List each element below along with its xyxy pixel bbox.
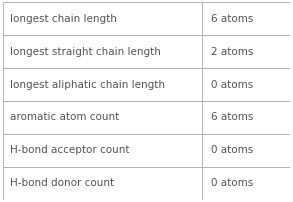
Text: 2 atoms: 2 atoms [211,46,253,57]
Text: 6 atoms: 6 atoms [211,14,253,23]
Bar [3,101,290,134]
Bar [3,35,290,68]
Text: 0 atoms: 0 atoms [211,145,253,156]
Text: H-bond donor count: H-bond donor count [10,179,114,188]
Text: 0 atoms: 0 atoms [211,80,253,89]
Text: longest straight chain length: longest straight chain length [10,46,161,57]
Text: aromatic atom count: aromatic atom count [10,113,119,122]
Text: longest chain length: longest chain length [10,14,117,23]
Text: longest aliphatic chain length: longest aliphatic chain length [10,80,165,89]
Text: H-bond acceptor count: H-bond acceptor count [10,145,130,156]
Text: 0 atoms: 0 atoms [211,179,253,188]
Text: 6 atoms: 6 atoms [211,113,253,122]
Bar [3,167,290,200]
Bar [3,134,290,167]
Bar [3,2,290,35]
Bar [3,68,290,101]
